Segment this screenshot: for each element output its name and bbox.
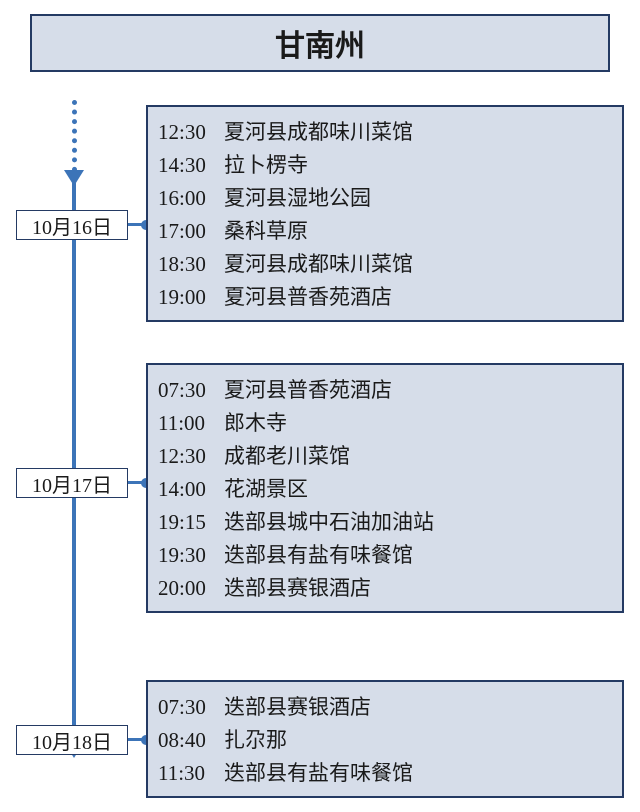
event-row: 12:30成都老川菜馆 — [158, 440, 612, 470]
date-box: 10月16日 — [16, 210, 128, 240]
timeline-line — [72, 183, 76, 743]
event-row: 11:00郎木寺 — [158, 407, 612, 437]
event-place: 迭部县城中石油加油站 — [224, 506, 434, 536]
event-box: 07:30迭部县赛银酒店08:40扎尕那11:30迭部县有盐有味餐馆 — [146, 680, 624, 798]
event-row: 19:30迭部县有盐有味餐馆 — [158, 539, 612, 569]
event-time: 19:30 — [158, 543, 224, 568]
event-place: 夏河县湿地公园 — [224, 182, 371, 212]
event-row: 08:40扎尕那 — [158, 724, 612, 754]
event-time: 11:00 — [158, 411, 224, 436]
event-place: 花湖景区 — [224, 473, 308, 503]
event-time: 12:30 — [158, 444, 224, 469]
event-place: 夏河县成都味川菜馆 — [224, 248, 413, 278]
event-row: 19:00夏河县普香苑酒店 — [158, 281, 612, 311]
event-row: 16:00夏河县湿地公园 — [158, 182, 612, 212]
date-label: 10月18日 — [32, 726, 112, 755]
event-place: 迭部县赛银酒店 — [224, 572, 371, 602]
event-row: 11:30迭部县有盐有味餐馆 — [158, 757, 612, 787]
event-time: 08:40 — [158, 728, 224, 753]
event-time: 20:00 — [158, 576, 224, 601]
event-place: 夏河县普香苑酒店 — [224, 374, 392, 404]
timeline-dotted — [72, 100, 77, 172]
date-label: 10月16日 — [32, 211, 112, 240]
region-title: 甘南州 — [30, 14, 610, 72]
event-row: 19:15迭部县城中石油加油站 — [158, 506, 612, 536]
event-time: 12:30 — [158, 120, 224, 145]
event-place: 桑科草原 — [224, 215, 308, 245]
event-box: 07:30夏河县普香苑酒店11:00郎木寺12:30成都老川菜馆14:00花湖景… — [146, 363, 624, 613]
event-row: 18:30夏河县成都味川菜馆 — [158, 248, 612, 278]
event-row: 12:30夏河县成都味川菜馆 — [158, 116, 612, 146]
event-row: 07:30夏河县普香苑酒店 — [158, 374, 612, 404]
event-time: 19:15 — [158, 510, 224, 535]
event-place: 夏河县普香苑酒店 — [224, 281, 392, 311]
event-place: 迭部县有盐有味餐馆 — [224, 539, 413, 569]
event-time: 07:30 — [158, 378, 224, 403]
date-box: 10月17日 — [16, 468, 128, 498]
event-place: 拉卜楞寺 — [224, 149, 308, 179]
event-place: 迭部县有盐有味餐馆 — [224, 757, 413, 787]
event-row: 20:00迭部县赛银酒店 — [158, 572, 612, 602]
event-time: 18:30 — [158, 252, 224, 277]
event-time: 11:30 — [158, 761, 224, 786]
event-row: 17:00桑科草原 — [158, 215, 612, 245]
event-box: 12:30夏河县成都味川菜馆14:30拉卜楞寺16:00夏河县湿地公园17:00… — [146, 105, 624, 322]
date-label: 10月17日 — [32, 469, 112, 498]
event-time: 17:00 — [158, 219, 224, 244]
event-time: 14:30 — [158, 153, 224, 178]
event-time: 19:00 — [158, 285, 224, 310]
event-place: 郎木寺 — [224, 407, 287, 437]
event-time: 14:00 — [158, 477, 224, 502]
event-row: 14:30拉卜楞寺 — [158, 149, 612, 179]
date-box: 10月18日 — [16, 725, 128, 755]
event-place: 成都老川菜馆 — [224, 440, 350, 470]
region-title-text: 甘南州 — [275, 21, 365, 65]
event-place: 夏河县成都味川菜馆 — [224, 116, 413, 146]
event-row: 07:30迭部县赛银酒店 — [158, 691, 612, 721]
event-time: 07:30 — [158, 695, 224, 720]
event-time: 16:00 — [158, 186, 224, 211]
event-row: 14:00花湖景区 — [158, 473, 612, 503]
event-place: 扎尕那 — [224, 724, 287, 754]
event-place: 迭部县赛银酒店 — [224, 691, 371, 721]
